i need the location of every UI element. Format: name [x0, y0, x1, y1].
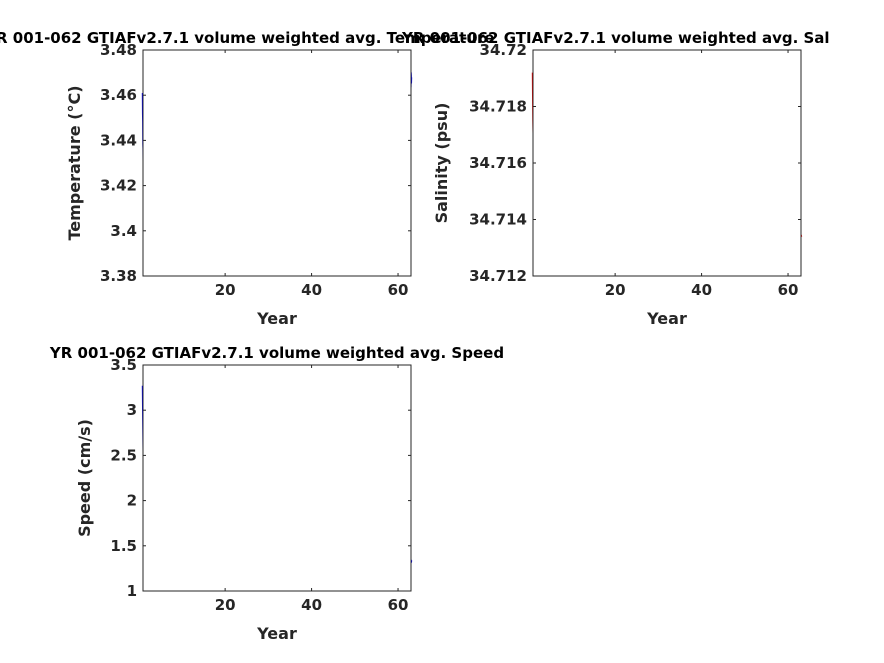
- salinity-x-tick-label: 40: [691, 281, 712, 299]
- salinity-x-tick-label: 20: [605, 281, 626, 299]
- salinity-x-tick-label: 60: [778, 281, 799, 299]
- speed-x-tick-label: 60: [388, 596, 409, 614]
- speed-x-tick-label: 40: [301, 596, 322, 614]
- salinity-y-tick-label: 34.714: [469, 211, 527, 229]
- salinity-panel: 20 40 60 34.712 34.714 34.716 34.718 34.72 Year S…: [401, 29, 830, 328]
- salinity-y-tick-label: 34.716: [469, 154, 527, 172]
- temperature-y-axis-label: Temperature (°C): [65, 85, 84, 240]
- speed-y-tick-label: 1: [127, 582, 137, 600]
- speed-panel: 20 40 60 1 1.5 2 2.5 3 3.5 Year Speed (cm/s) YR 001…: [49, 344, 504, 643]
- temperature-axes-box: [142, 49, 412, 277]
- salinity-axes-box: [532, 49, 802, 277]
- temperature-y-tick-label: 3.46: [100, 86, 137, 104]
- temperature-y-tick-label: 3.48: [100, 41, 137, 59]
- salinity-y-tick-label: 34.72: [480, 41, 527, 59]
- temperature-x-tick-label: 60: [388, 281, 409, 299]
- temperature-y-tick-label: 3.44: [100, 131, 137, 149]
- salinity-y-tick-label: 34.712: [469, 267, 527, 285]
- temperature-chart-title: R 001-062 GTIAFv2.7.1 volume weighted av…: [0, 29, 495, 47]
- salinity-chart-title: YR 001-062 GTIAFv2.7.1 volume weighted a…: [401, 29, 830, 47]
- temperature-x-tick-label: 20: [215, 281, 236, 299]
- speed-y-tick-label: 2: [127, 492, 137, 510]
- speed-x-axis-label: Year: [256, 624, 297, 643]
- speed-y-tick-label: 1.5: [110, 537, 137, 555]
- temperature-x-axis-label: Year: [256, 309, 297, 328]
- speed-y-axis-label: Speed (cm/s): [75, 419, 94, 537]
- speed-y-tick-label: 3: [127, 401, 137, 419]
- speed-y-tick-label: 3.5: [110, 356, 137, 374]
- temperature-y-tick-label: 3.38: [100, 267, 137, 285]
- speed-chart-title: YR 001-062 GTIAFv2.7.1 volume weighted a…: [49, 344, 504, 362]
- salinity-y-axis-label: Salinity (psu): [432, 103, 451, 224]
- temperature-x-tick-label: 40: [301, 281, 322, 299]
- speed-axes-box: [142, 364, 412, 592]
- salinity-y-tick-label: 34.718: [469, 98, 527, 116]
- temperature-y-tick-label: 3.42: [100, 177, 137, 195]
- speed-y-tick-label: 2.5: [110, 446, 137, 464]
- temperature-y-tick-label: 3.4: [110, 222, 137, 240]
- salinity-x-axis-label: Year: [646, 309, 687, 328]
- speed-x-tick-label: 20: [215, 596, 236, 614]
- temperature-panel: 20 40 60 3.38 3.4 3.42 3.44 3.46 3.48 Year Tempera…: [0, 29, 495, 328]
